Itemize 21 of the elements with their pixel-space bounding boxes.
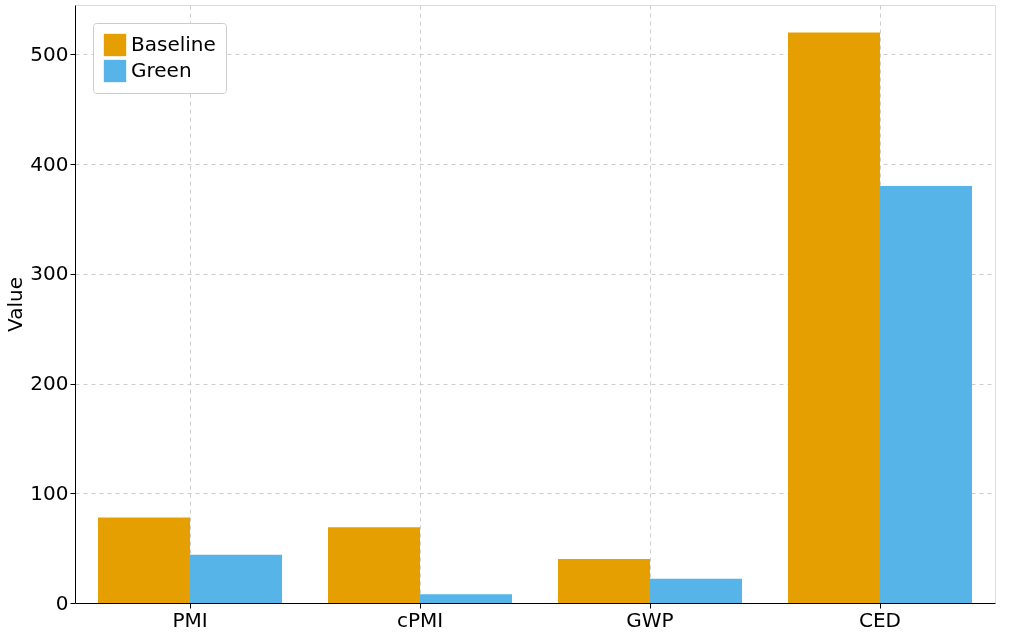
bar: [328, 527, 420, 603]
bar: [98, 517, 190, 603]
y-tick-label: 200: [30, 371, 69, 396]
y-tick-label: 500: [30, 41, 69, 66]
legend-label: Baseline: [131, 32, 216, 56]
x-tick-label: CED: [858, 607, 902, 632]
bar: [880, 186, 972, 603]
x-tick-label: cPMI: [396, 607, 444, 632]
legend-label: Green: [131, 58, 192, 82]
y-tick-label: 300: [30, 261, 69, 286]
y-axis-title: Value: [3, 277, 28, 332]
bar: [420, 594, 512, 603]
bar: [788, 32, 880, 603]
bar: [190, 554, 282, 603]
y-tick-label: 0: [55, 590, 69, 615]
x-tick-label: GWP: [626, 607, 674, 632]
bar: [558, 559, 650, 603]
y-tick-label: 400: [30, 151, 69, 176]
y-tick-label: 100: [30, 480, 69, 505]
x-tick-label: PMI: [172, 607, 208, 632]
bar: [650, 578, 742, 603]
